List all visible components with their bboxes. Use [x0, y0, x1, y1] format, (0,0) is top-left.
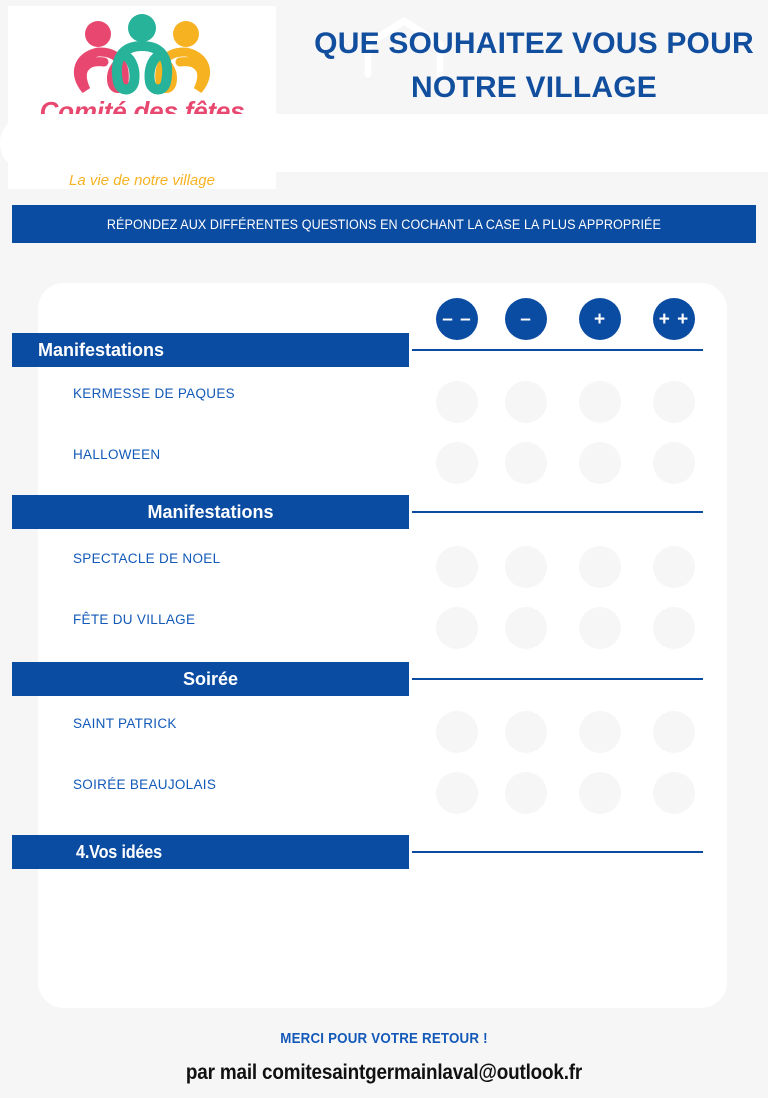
answer-option-spectacle-de-noel-negative[interactable] [505, 546, 547, 588]
answer-option-spectacle-de-noel-very-negative[interactable] [436, 546, 478, 588]
footer-thanks: MERCI POUR VOTRE RETOUR ! [280, 1031, 488, 1047]
answer-option-soiree-beaujolais-negative[interactable] [505, 772, 547, 814]
answer-option-soiree-beaujolais-very-positive[interactable] [653, 772, 695, 814]
rating-scale-legend: – – – + + + [0, 298, 768, 344]
question-label-kermesse-de-paques: KERMESSE DE PAQUES [73, 386, 235, 401]
question-label-soiree-beaujolais: SOIRÉE BEAUJOLAIS [73, 777, 217, 792]
logo-tagline: La vie de notre village [69, 172, 215, 189]
section-header-1: Manifestations [12, 333, 409, 367]
answer-option-kermesse-de-paques-very-negative[interactable] [436, 381, 478, 423]
answer-option-fete-du-village-negative[interactable] [505, 607, 547, 649]
question-label-spectacle-de-noel: SPECTACLE DE NOEL [73, 551, 221, 566]
answer-option-soiree-beaujolais-positive[interactable] [579, 772, 621, 814]
instruction-bar: RÉPONDEZ AUX DIFFÉRENTES QUESTIONS EN CO… [12, 205, 756, 243]
answer-option-saint-patrick-very-positive[interactable] [653, 711, 695, 753]
section-title-4: 4.Vos idées [76, 841, 162, 862]
scale-negative-icon: – [505, 298, 547, 340]
answer-option-fete-du-village-very-positive[interactable] [653, 607, 695, 649]
answer-option-halloween-negative[interactable] [505, 442, 547, 484]
answer-option-saint-patrick-very-negative[interactable] [436, 711, 478, 753]
answer-option-fete-du-village-positive[interactable] [579, 607, 621, 649]
section-rule-4 [412, 851, 703, 853]
answer-option-spectacle-de-noel-positive[interactable] [579, 546, 621, 588]
section-title-1: Manifestations [38, 339, 165, 360]
scale-positive-icon: + [579, 298, 621, 340]
title-zone: QUE SOUHAITEZ VOUS POUR NOTRE VILLAGE [0, 0, 768, 196]
house-outline-icon [364, 17, 444, 78]
footer-email: par mail comitesaintgermainlaval@outlook… [185, 1061, 583, 1084]
section-header-4: 4.Vos idées [12, 835, 409, 869]
free-text-ideas-area[interactable] [73, 875, 703, 1000]
question-label-halloween: HALLOWEEN [73, 447, 161, 462]
three-people-logo-icon [73, 14, 211, 95]
answer-option-soiree-beaujolais-very-negative[interactable] [436, 772, 478, 814]
section-header-3: Soirée [12, 662, 409, 696]
section-rule-1 [412, 349, 703, 351]
scale-very-negative-icon: – – [436, 298, 478, 340]
answer-option-spectacle-de-noel-very-positive[interactable] [653, 546, 695, 588]
section-rule-2 [412, 511, 703, 513]
section-rule-3 [412, 678, 703, 680]
title-pill-background [0, 114, 768, 172]
answer-option-saint-patrick-negative[interactable] [505, 711, 547, 753]
answer-option-kermesse-de-paques-negative[interactable] [505, 381, 547, 423]
instruction-text: RÉPONDEZ AUX DIFFÉRENTES QUESTIONS EN CO… [106, 216, 662, 232]
page-header: Comité des fêtes Saint-Germain-Laval La … [0, 0, 768, 196]
answer-option-halloween-positive[interactable] [579, 442, 621, 484]
answer-option-saint-patrick-positive[interactable] [579, 711, 621, 753]
answer-option-fete-du-village-very-negative[interactable] [436, 607, 478, 649]
answer-option-kermesse-de-paques-positive[interactable] [579, 381, 621, 423]
answer-option-kermesse-de-paques-very-positive[interactable] [653, 381, 695, 423]
section-title-2: Manifestations [147, 501, 274, 522]
question-label-fete-du-village: FÊTE DU VILLAGE [73, 612, 196, 627]
page-title: QUE SOUHAITEZ VOUS POUR NOTRE VILLAGE [314, 27, 754, 105]
section-title-3: Soirée [182, 668, 239, 689]
answer-option-halloween-very-positive[interactable] [653, 442, 695, 484]
section-header-2: Manifestations [12, 495, 409, 529]
question-label-saint-patrick: SAINT PATRICK [73, 716, 177, 731]
answer-option-halloween-very-negative[interactable] [436, 442, 478, 484]
scale-very-positive-icon: + + [653, 298, 695, 340]
